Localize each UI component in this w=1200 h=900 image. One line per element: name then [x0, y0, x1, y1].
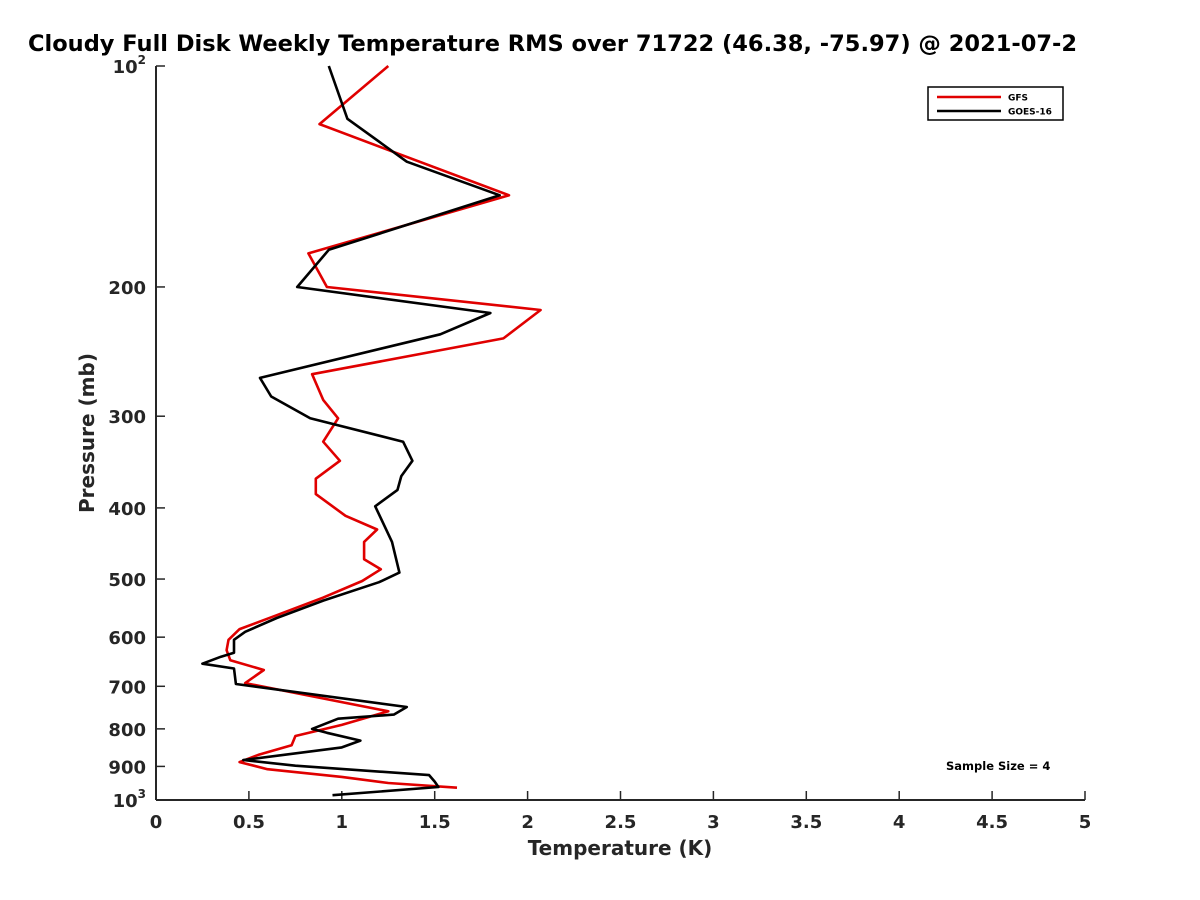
legend-box: [927, 86, 1064, 121]
y-axis-label: Pressure (mb): [75, 353, 99, 513]
x-tick-label: 5: [1079, 812, 1092, 833]
series-line-goes-16: [201, 65, 502, 797]
x-tick-label: 0.5: [233, 812, 265, 833]
y-tick-label: 900: [108, 757, 146, 778]
x-tick-label: 4: [893, 812, 906, 833]
legend-label-goes-16: GOES-16: [1008, 108, 1052, 118]
y-tick-label: 300: [108, 407, 146, 428]
y-tick-label: 700: [108, 677, 146, 698]
y-tick-label: 600: [108, 628, 146, 649]
axes: 0 0.5 1 1.5 2 2.5 3 3.5 4 4.5 5 102 200 300 400 500 600 7…: [108, 53, 1091, 833]
x-tick-label: 3: [707, 812, 720, 833]
x-tick-label: 0: [150, 812, 163, 833]
y-tick-label: 200: [108, 278, 146, 299]
x-tick-label: 4.5: [976, 812, 1008, 833]
x-tick-label: 1.5: [419, 812, 451, 833]
x-tick-label: 3.5: [790, 812, 822, 833]
y-tick-label: 102: [113, 53, 146, 78]
y-tick-label: 500: [108, 570, 146, 591]
series-line-gfs: [225, 65, 542, 789]
x-tick-label: 2.5: [605, 812, 637, 833]
y-tick-label: 400: [108, 499, 146, 520]
x-tick-label: 1: [336, 812, 349, 833]
series-lines: [201, 65, 542, 797]
legend: GFS GOES-16: [927, 86, 1064, 121]
chart-title: Cloudy Full Disk Weekly Temperature RMS …: [28, 31, 1078, 57]
y-tick-label: 103: [113, 787, 146, 812]
y-tick-label: 800: [108, 720, 146, 741]
sample-size-annotation: Sample Size = 4: [946, 759, 1051, 773]
x-axis-label: Temperature (K): [527, 836, 713, 860]
legend-label-gfs: GFS: [1008, 94, 1028, 104]
x-tick-label: 2: [521, 812, 534, 833]
